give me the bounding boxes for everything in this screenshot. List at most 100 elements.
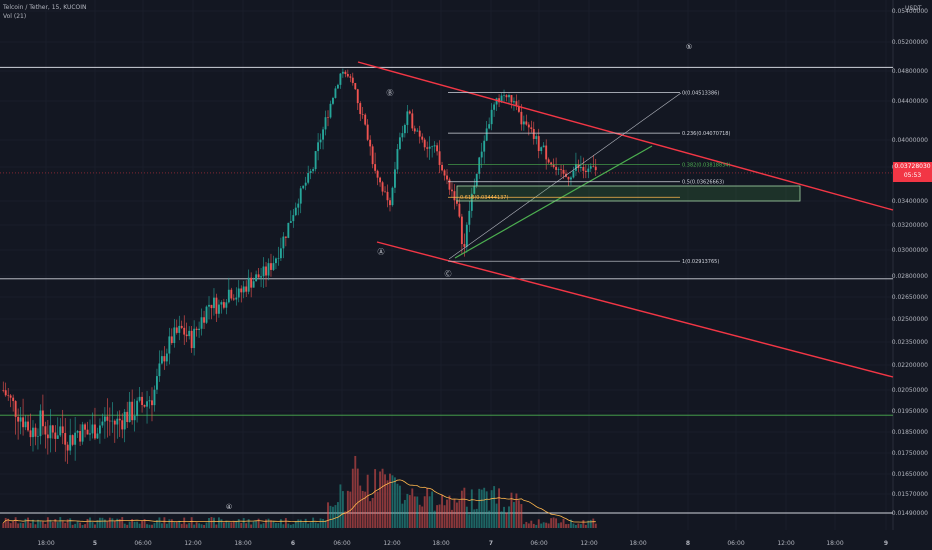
candle [527, 124, 530, 128]
candle [59, 426, 62, 436]
candle [242, 286, 245, 293]
volume-bar [44, 523, 47, 528]
x-tick-label: 18:00 [432, 540, 449, 547]
volume-bar [133, 521, 136, 528]
volume-bar [354, 455, 357, 528]
candle [123, 411, 126, 430]
candle [483, 140, 486, 152]
candle [153, 389, 156, 406]
candle [334, 88, 337, 98]
volume-bar [200, 524, 203, 528]
fib-level-label: 0.382(0.03818834) [682, 162, 730, 168]
x-tick-label: 06:00 [727, 540, 744, 547]
candle [56, 435, 59, 439]
volume-bar [59, 517, 62, 528]
y-tick-label: 0.01650000 [892, 471, 928, 478]
symbol-title: Telcoin / Tether, 15, KUCOIN [3, 4, 87, 11]
volume-bar [495, 503, 498, 528]
volume-bar [250, 524, 253, 528]
candle [324, 117, 327, 130]
volume-bar [589, 519, 592, 528]
bar-countdown: 05:53 [903, 172, 922, 179]
candle [508, 95, 510, 98]
candle [557, 169, 560, 170]
volume-bar [299, 519, 302, 528]
candle [205, 306, 208, 323]
volume-bar [411, 488, 414, 528]
volume-bar [594, 523, 597, 528]
candle [503, 95, 505, 96]
volume-bar [213, 517, 215, 528]
candle [220, 302, 223, 305]
volume-bar [19, 522, 22, 528]
candle [302, 185, 305, 189]
volume-bar [307, 523, 310, 528]
volume-bar [428, 496, 431, 528]
y-tick-label: 0.04400000 [892, 98, 928, 105]
volume-bar [302, 522, 305, 528]
candle [574, 164, 577, 171]
candle [2, 390, 5, 391]
volume-bar [448, 495, 451, 528]
candle [79, 431, 82, 442]
candle [520, 111, 523, 125]
candle [94, 424, 96, 439]
volume-bar [275, 523, 277, 528]
candle [423, 139, 426, 148]
candle [116, 418, 119, 425]
candle [307, 173, 310, 183]
volume-bar [39, 521, 42, 528]
volume-bar [260, 524, 263, 528]
y-tick-label: 0.01490000 [892, 510, 928, 517]
volume-bar [557, 523, 560, 528]
volume-bar [488, 510, 491, 528]
volume-bar [121, 517, 124, 528]
volume-bar [324, 520, 327, 528]
candle [126, 411, 129, 423]
candle [389, 200, 391, 206]
volume-bar [222, 522, 225, 528]
candle [195, 328, 198, 330]
candle [284, 236, 287, 238]
x-tick-label: 12:00 [184, 540, 201, 547]
x-tick-label: 18:00 [37, 540, 54, 547]
candle [19, 417, 22, 422]
candle [9, 395, 12, 398]
candle [260, 276, 263, 278]
volume-bar [108, 517, 111, 528]
x-tick-label: 5 [93, 540, 97, 547]
candle [173, 327, 176, 344]
candle [374, 164, 377, 171]
candle [525, 121, 528, 125]
candle [215, 297, 218, 314]
volume-bar [403, 499, 406, 528]
volume-bar [294, 521, 297, 528]
volume-bar [304, 518, 307, 528]
volume-bar [527, 523, 530, 528]
volume-bar [156, 519, 158, 528]
candle [230, 289, 233, 299]
candle [91, 424, 94, 434]
x-tick-label: 7 [489, 540, 493, 547]
volume-bar [376, 491, 379, 528]
x-tick-label: 18:00 [629, 540, 646, 547]
volume-bar [252, 521, 255, 528]
fib-level-label: 0.618(0.03444137) [460, 195, 508, 201]
volume-bar [441, 494, 443, 528]
volume-bar [178, 520, 181, 528]
volume-bar [478, 488, 481, 528]
volume-bar [359, 485, 362, 528]
volume-bar [289, 524, 292, 528]
candle [200, 317, 203, 329]
volume-bar [7, 518, 10, 528]
volume-bar [334, 505, 337, 528]
volume-bar [567, 523, 570, 528]
volume-bar [327, 502, 329, 528]
candle [163, 356, 166, 362]
volume-bar [279, 519, 282, 528]
candle [317, 142, 320, 152]
volume-bar [314, 522, 317, 528]
volume-bar [465, 506, 468, 528]
candle [513, 101, 515, 103]
